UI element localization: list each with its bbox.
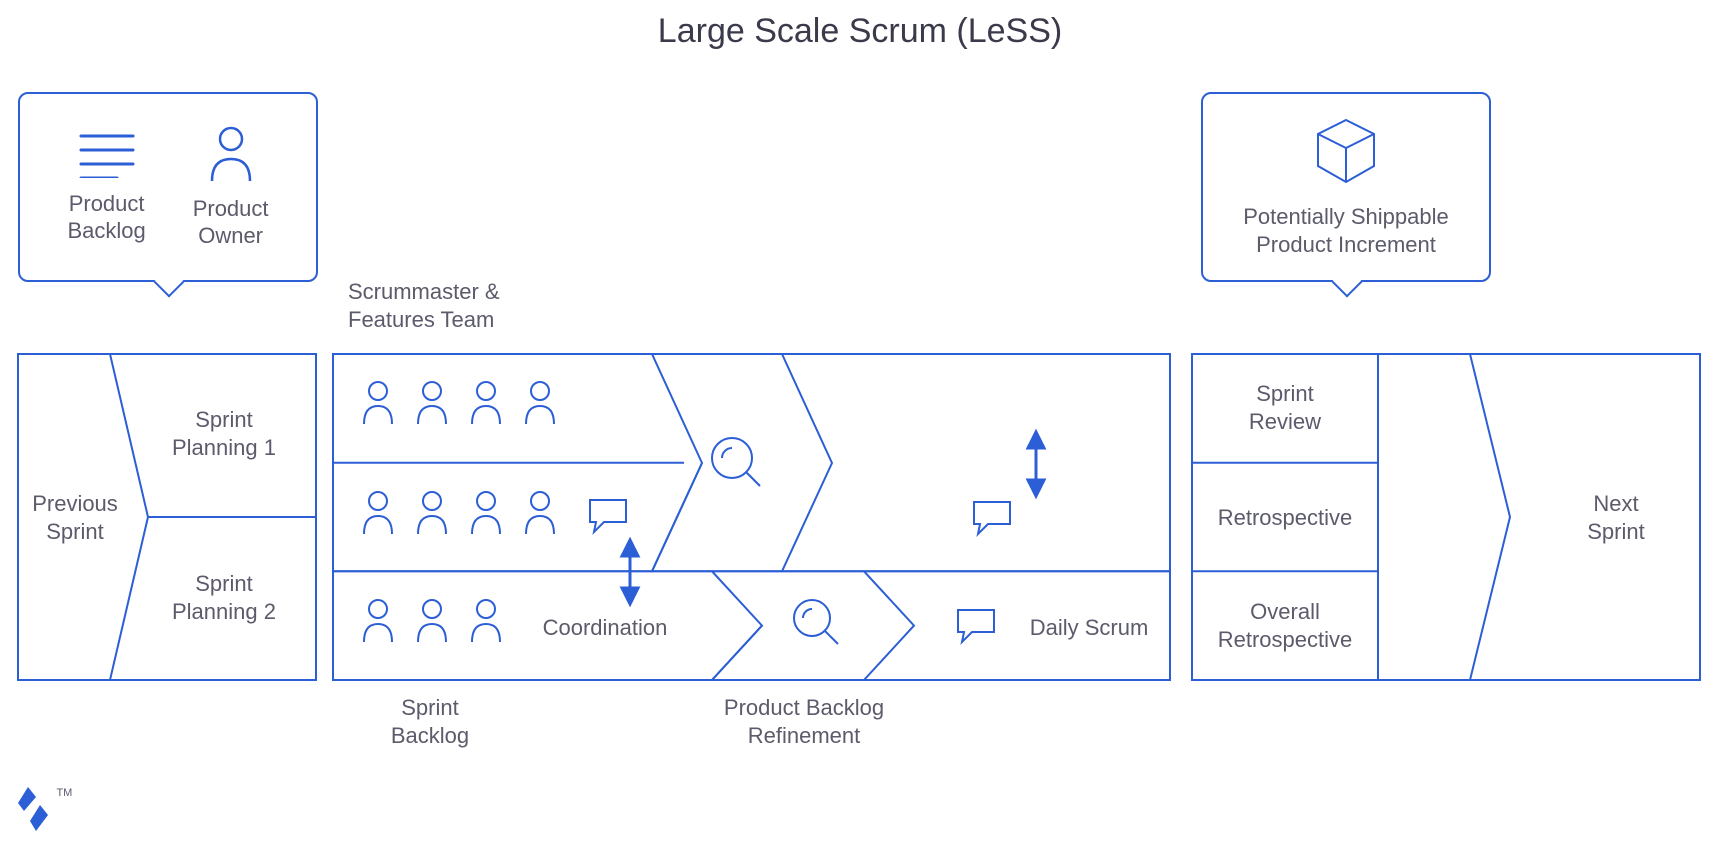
coordination-label: Coordination [525,614,685,642]
team-row-3 [360,598,504,644]
overall-retrospective-label: Overall Retrospective [1192,598,1378,653]
person-icon [360,598,396,644]
next-sprint-label: Next Sprint [1556,490,1676,545]
scrummaster-features-label: Scrummaster & Features Team [348,278,548,333]
team-row-2 [360,490,558,536]
team-row-1 [360,380,558,426]
tm-mark: TM [56,787,72,799]
previous-sprint-label: Previous Sprint [30,490,120,545]
person-icon [414,380,450,426]
person-icon [360,380,396,426]
person-icon [522,380,558,426]
sprint-planning-2-label: Sprint Planning 2 [154,570,294,625]
person-icon [414,490,450,536]
person-icon [360,490,396,536]
person-icon [414,598,450,644]
refinement-label: Product Backlog Refinement [694,694,914,749]
magnify-icon [788,594,844,650]
person-icon [522,490,558,536]
speech-icon [970,498,1014,538]
person-icon [468,380,504,426]
person-icon [468,490,504,536]
retrospective-label: Retrospective [1192,504,1378,532]
speech-icon [954,606,998,646]
daily-scrum-label: Daily Scrum [1014,614,1164,642]
sprint-backlog-label: Sprint Backlog [360,694,500,749]
person-icon [468,598,504,644]
magnify-icon [706,432,766,492]
sprint-planning-1-label: Sprint Planning 1 [154,406,294,461]
toptal-logo: TM [18,787,72,836]
speech-icon [586,496,630,536]
sprint-review-label: Sprint Review [1192,380,1378,435]
